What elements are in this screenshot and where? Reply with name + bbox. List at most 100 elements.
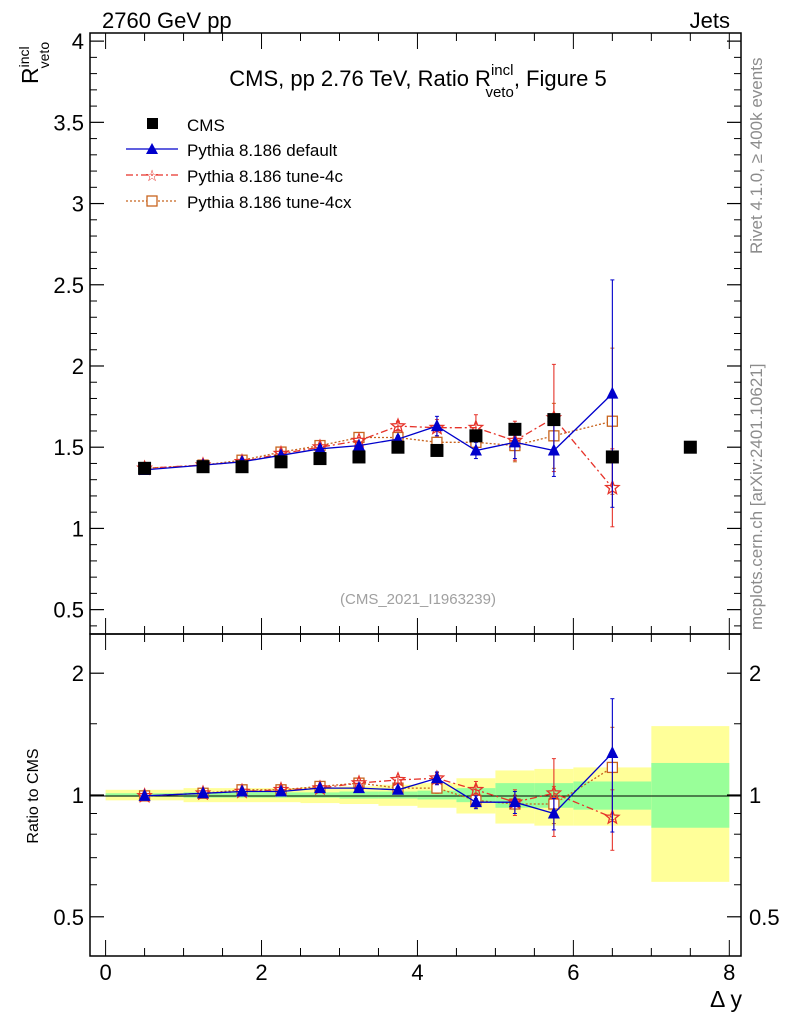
main-cms-point-marker [469, 429, 483, 443]
legend-entry-default: Pythia 8.186 default [126, 141, 338, 160]
legend-default-label: Pythia 8.186 default [187, 141, 338, 160]
header-process-label: Jets [690, 8, 730, 33]
cms-uncertainty-band-inner [417, 790, 457, 800]
main-y-tick-label: 3 [72, 192, 84, 217]
ratio-y-tick-label-right: 0.5 [749, 905, 780, 930]
rivet-version-label: Rivet 4.1.0, ≥ 400k events [747, 58, 766, 254]
ratio-pythia-8-186-default-series [138, 698, 619, 833]
ratio-pythia-8-186-default-point-marker [352, 781, 365, 794]
y-label-sup: incl [16, 46, 32, 67]
x-tick-label: 8 [723, 960, 735, 985]
ratio-y-tick-label: 1 [72, 783, 84, 808]
ratio-y-tick-label: 0.5 [53, 905, 84, 930]
legend-entry-cms: CMS [147, 116, 225, 135]
main-cms-point-marker [274, 455, 288, 469]
x-tick-label: 2 [255, 960, 267, 985]
legend: CMS Pythia 8.186 default ☆ Pythia 8.186 … [126, 116, 352, 212]
plot-title-sup: incl [491, 62, 514, 79]
analysis-watermark: (CMS_2021_I1963239) [340, 591, 496, 608]
main-pythia-8-186-tune-4c-line [144, 417, 613, 489]
cms-uncertainty-band-inner [300, 792, 340, 798]
legend-entry-tune-4c: ☆ Pythia 8.186 tune-4c [126, 167, 343, 186]
main-y-tick-label: 0.5 [53, 598, 84, 623]
main-cms-point-marker [138, 461, 152, 475]
cms-uncertainty-band-inner [339, 791, 379, 799]
main-cms-point-marker [683, 440, 697, 454]
main-cms-point-marker [430, 443, 444, 457]
main-panel: 0.5 1 1.5 2 2.5 3 3.5 4 CMS, pp 2.76 TeV, Ratio… [16, 29, 742, 635]
main-pythia-8-186-default-point-marker [313, 441, 326, 454]
main-y-tick-label: 2 [72, 354, 84, 379]
x-axis-label: Δ y [710, 986, 742, 1012]
main-cms-point-marker [196, 460, 210, 474]
plot-title-sub: veto [485, 84, 513, 101]
main-y-tick-label: 1 [72, 516, 84, 541]
main-y-tick-label: 1.5 [53, 435, 84, 460]
ratio-pythia-8-186-default-point-marker [313, 781, 326, 794]
main-cms-point-marker [235, 460, 249, 474]
main-pythia-8-186-tune-4cx-line [144, 420, 613, 469]
cms-uncertainty-band-inner [378, 791, 418, 799]
x-tick-label: 0 [99, 960, 111, 985]
ratio-y-tick-label-right: 1 [749, 783, 761, 808]
ratio-pythia-8-186-default-point-marker [430, 771, 443, 784]
main-pythia-8-186-default-series [138, 279, 619, 508]
main-pythia-8-186-default-point-marker [430, 419, 443, 432]
cms-uncertainty-band-inner [651, 762, 730, 828]
legend-entry-tune-4cx: Pythia 8.186 tune-4cx [126, 193, 352, 212]
ratio-pythia-8-186-default-point-marker [391, 782, 404, 795]
header-energy-label: 2760 GeV pp [102, 8, 232, 33]
ratio-panel: 0.5 0.5 1 1 2 2 0 2 4 6 8 Ratio to CMS Δ y [25, 633, 780, 1012]
main-y-tick-label: 3.5 [53, 110, 84, 135]
ratio-pythia-8-186-default-line [144, 752, 613, 815]
main-y-tick-label: 4 [72, 29, 84, 54]
legend-tune-4cx-marker [146, 195, 158, 207]
ratio-pythia-8-186-default-point-marker [197, 786, 210, 799]
ratio-y-tick-label: 2 [72, 661, 84, 686]
plot-title-text: CMS, pp 2.76 TeV, Ratio R [229, 66, 491, 91]
main-pythia-8-186-tune-4cx-series [138, 347, 619, 495]
main-pythia-8-186-default-point-marker [606, 386, 619, 399]
main-pythia-8-186-default-point-marker [547, 443, 560, 456]
main-cms-point-marker [605, 450, 619, 464]
ratio-pythia-8-186-tune-4c-point-marker [545, 784, 563, 801]
ratio-pythia-8-186-default-point-marker [236, 784, 249, 797]
main-pythia-8-186-default-point-marker [469, 443, 482, 456]
y-label-base: R [17, 67, 43, 84]
x-tick-label: 4 [411, 960, 423, 985]
main-cms-point-marker [508, 422, 522, 436]
ratio-pythia-8-186-default-point-marker [606, 746, 619, 759]
main-pythia-8-186-tune-4c-point-marker [389, 417, 407, 434]
ratio-pythia-8-186-tune-4c-point-marker [467, 780, 485, 797]
plot-title: CMS, pp 2.76 TeV, Ratio Rincl veto, Figur… [229, 62, 607, 101]
main-pythia-8-186-tune-4c-series [136, 363, 621, 528]
legend-cms-marker [147, 118, 158, 129]
main-cms-point-marker [313, 452, 327, 466]
ratio-pythia-8-186-default-point-marker [508, 795, 521, 808]
ratio-y-axis-label: Ratio to CMS [25, 748, 42, 843]
y-label-sub: veto [36, 42, 52, 69]
ratio-pythia-8-186-default-point-marker [275, 784, 288, 797]
legend-default-marker [146, 143, 158, 154]
ratio-y-tick-label-right: 2 [749, 661, 761, 686]
main-cms-point-marker [352, 450, 366, 464]
ratio-pythia-8-186-default-point-marker [547, 806, 560, 819]
main-y-axis-label: Rincl veto [16, 42, 52, 84]
legend-tune-4c-label: Pythia 8.186 tune-4c [187, 167, 343, 186]
main-y-tick-label: 2.5 [53, 273, 84, 298]
main-pythia-8-186-default-line [144, 393, 613, 471]
legend-cms-label: CMS [187, 116, 225, 135]
main-pythia-8-186-default-point-marker [508, 435, 521, 448]
ratio-pythia-8-186-default-point-marker [138, 788, 151, 801]
main-cms-point-marker [547, 413, 561, 427]
main-cms-series [138, 413, 697, 475]
x-tick-label: 6 [567, 960, 579, 985]
plot-title-suffix: , Figure 5 [514, 66, 607, 91]
ratio-pythia-8-186-default-point-marker [469, 795, 482, 808]
main-pythia-8-186-default-point-marker [352, 438, 365, 451]
mcplots-reference-label: mcplots.cern.ch [arXiv:2401.10621] [747, 364, 766, 630]
main-cms-point-marker [391, 440, 405, 454]
legend-tune-4c-marker: ☆ [145, 168, 159, 185]
legend-tune-4cx-label: Pythia 8.186 tune-4cx [187, 193, 352, 212]
